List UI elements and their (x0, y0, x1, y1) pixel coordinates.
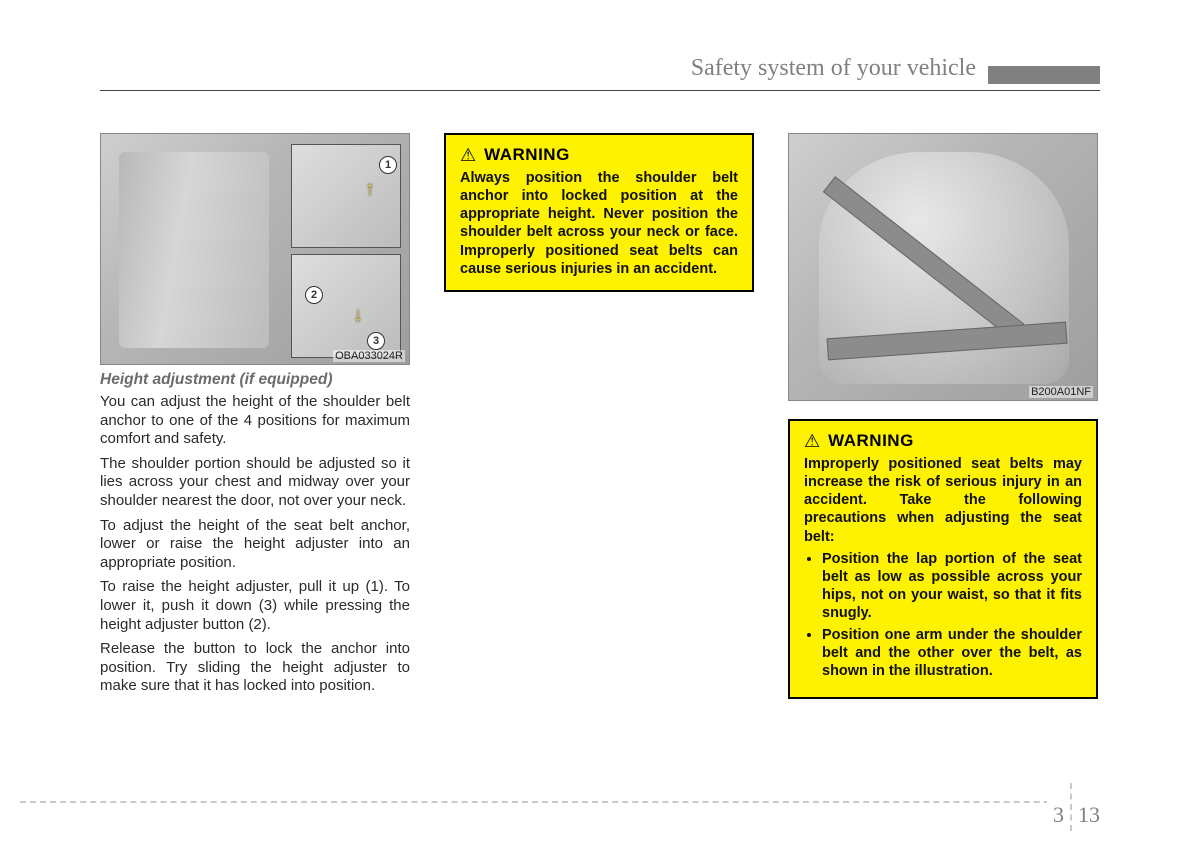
callout-3: 3 (367, 332, 385, 350)
callout-1: 1 (379, 156, 397, 174)
page-header: Safety system of your vehicle (100, 55, 1100, 84)
page-separator (1070, 783, 1072, 831)
page-in-chapter: 13 (1078, 802, 1100, 828)
page-number: 3 13 (1047, 791, 1100, 839)
column-3: B200A01NF ⚠ WARNING Improperly positione… (788, 133, 1098, 702)
warning-box: ⚠ WARNING Improperly positioned seat bel… (788, 419, 1098, 699)
warning-bullet: Position one arm under the shoulder belt… (822, 626, 1082, 680)
paragraph: To raise the height adjuster, pull it up… (100, 578, 410, 634)
figure-height-adjuster: ↑ ↓ 1 2 3 OBA033024R (100, 133, 410, 365)
column-1: ↑ ↓ 1 2 3 OBA033024R Height adjustment (… (100, 133, 410, 702)
header-accent-bar (988, 66, 1100, 84)
callout-2: 2 (305, 286, 323, 304)
warning-label: WARNING (484, 145, 570, 165)
warning-body: Improperly positioned seat belts may inc… (804, 455, 1082, 681)
chapter-number: 3 (1053, 802, 1064, 828)
figure-code: B200A01NF (1029, 386, 1093, 398)
warning-header: ⚠ WARNING (460, 145, 738, 165)
warning-intro: Improperly positioned seat belts may inc… (804, 456, 1082, 545)
figure-code: OBA033024R (333, 350, 405, 362)
warning-bullet-list: Position the lap portion of the seat bel… (804, 550, 1082, 681)
paragraph: Release the button to lock the anchor in… (100, 640, 410, 696)
illustration-pillar (119, 152, 269, 348)
paragraph: To adjust the height of the seat belt an… (100, 517, 410, 573)
subheading: Height adjustment (if equipped) (100, 371, 410, 389)
spacer (788, 401, 1098, 419)
warning-body-text: Always position the shoulder belt anchor… (460, 169, 738, 278)
content-columns: ↑ ↓ 1 2 3 OBA033024R Height adjustment (… (100, 133, 1100, 702)
footer-dashed-line (20, 801, 1100, 803)
warning-bullet: Position the lap portion of the seat bel… (822, 550, 1082, 623)
section-title: Safety system of your vehicle (100, 55, 988, 84)
paragraph: You can adjust the height of the shoulde… (100, 393, 410, 449)
page-footer: 3 13 (0, 791, 1200, 839)
paragraph: The shoulder portion should be adjusted … (100, 455, 410, 511)
warning-box: ⚠ WARNING Always position the shoulder b… (444, 133, 754, 292)
warning-triangle-icon: ⚠ (804, 432, 820, 450)
column-2: ⚠ WARNING Always position the shoulder b… (444, 133, 754, 702)
warning-triangle-icon: ⚠ (460, 146, 476, 164)
manual-page: Safety system of your vehicle ↑ ↓ 1 2 3 … (100, 55, 1100, 702)
figure-seatbelt-position: B200A01NF (788, 133, 1098, 401)
warning-header: ⚠ WARNING (804, 431, 1082, 451)
warning-label: WARNING (828, 431, 914, 451)
header-rule (100, 90, 1100, 91)
arrow-up-icon: ↑ (365, 178, 375, 201)
arrow-down-icon: ↓ (353, 304, 363, 327)
